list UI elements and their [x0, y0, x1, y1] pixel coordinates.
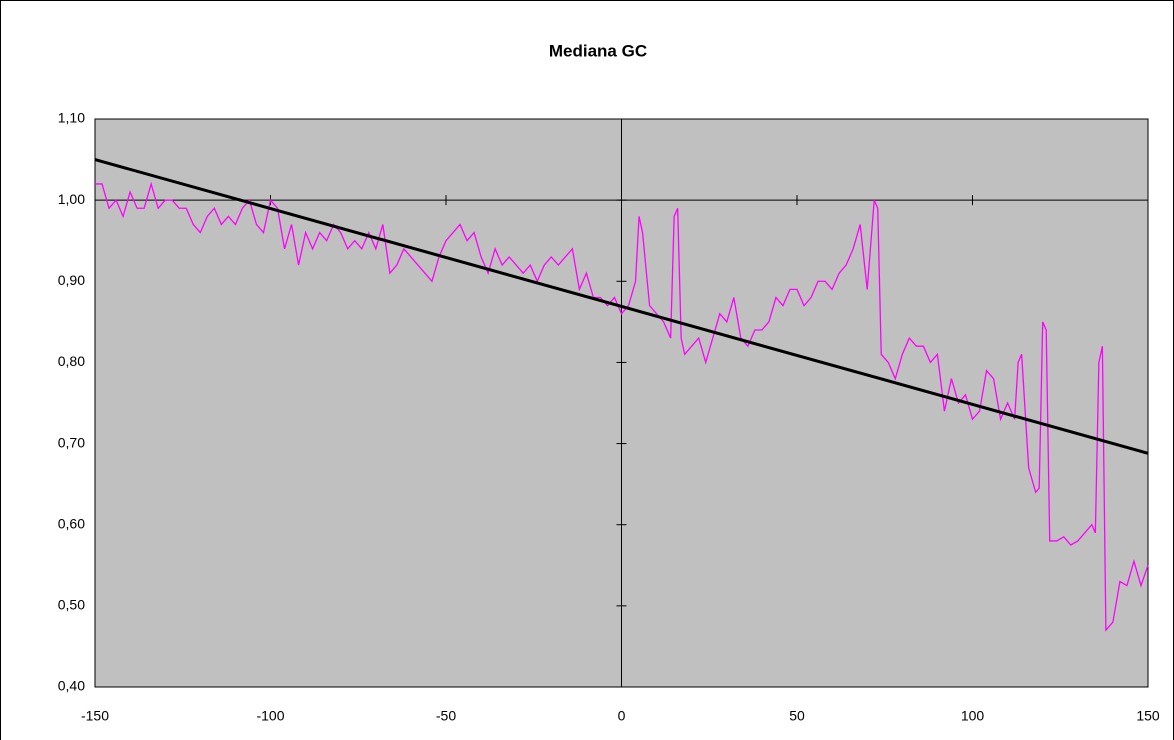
data-line: [94, 158, 1149, 455]
data-line: [95, 181, 1149, 632]
x-tick-label: 50: [789, 708, 805, 724]
x-tick-label: -50: [436, 708, 456, 724]
x-tick-label: 100: [961, 708, 985, 724]
y-tick-label: 0,40: [58, 678, 85, 694]
chart-title: Mediana GC: [549, 41, 647, 60]
x-tick-label: 0: [618, 708, 626, 724]
x-tick-label: -150: [81, 708, 109, 724]
y-tick-label: 1,00: [58, 191, 85, 207]
y-tick-label: 0,90: [58, 272, 85, 288]
y-tick-label: 0,50: [58, 597, 85, 613]
x-tick-label: -100: [256, 708, 284, 724]
y-tick-label: 0,80: [58, 353, 85, 369]
y-tick-label: 1,10: [58, 110, 85, 126]
y-tick-label: 0,70: [58, 434, 85, 450]
y-tick-label: 0,60: [58, 515, 85, 531]
x-tick-label: 150: [1136, 708, 1160, 724]
